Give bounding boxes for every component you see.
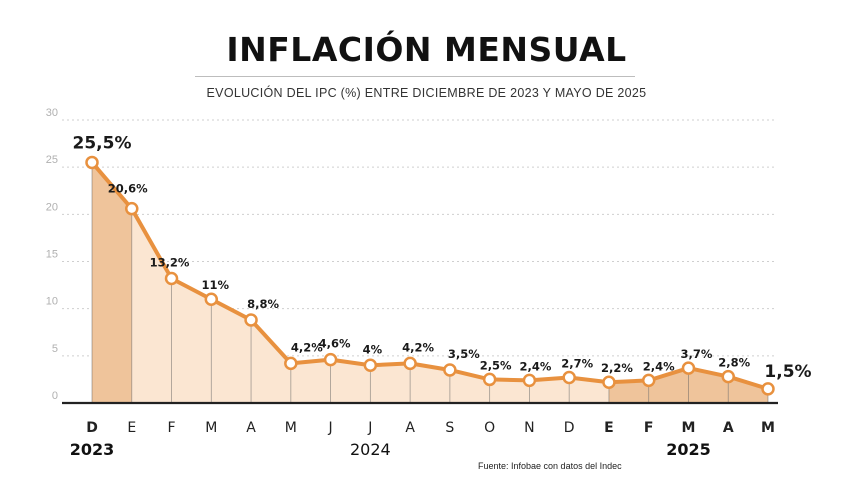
- data-label: 2,7%: [561, 357, 593, 371]
- area-segment: [410, 363, 450, 403]
- y-tick-label: 15: [46, 249, 58, 261]
- data-point: [85, 155, 99, 170]
- x-category-label: E: [127, 420, 136, 436]
- grid-lines: [62, 119, 775, 357]
- data-label: 4%: [363, 342, 383, 356]
- area-segment: [131, 208, 172, 403]
- series-line-layer: [90, 160, 770, 391]
- year-label: 2023: [70, 440, 115, 459]
- data-point: [204, 292, 219, 306]
- data-points: [85, 155, 775, 396]
- y-tick-label: 25: [46, 154, 58, 166]
- y-tick-label: 30: [46, 107, 58, 119]
- data-point: [244, 313, 258, 327]
- x-category-label: M: [205, 420, 217, 436]
- x-category-label: D: [564, 420, 575, 436]
- data-point: [363, 358, 378, 373]
- data-label: 3,5%: [448, 347, 480, 361]
- area-segment: [290, 359, 331, 403]
- data-label: 4,2%: [402, 340, 434, 354]
- data-point: [284, 356, 298, 371]
- data-label: 2,2%: [601, 361, 633, 375]
- x-category-label: F: [644, 420, 654, 436]
- year-labels: 2023 2024 2025: [70, 440, 711, 459]
- x-category-label: O: [484, 420, 495, 436]
- area-segment: [608, 380, 649, 403]
- data-point: [443, 363, 457, 377]
- source-note: Fuente: Infobae con datos del Indec: [478, 461, 622, 471]
- data-point: [681, 361, 696, 375]
- x-category-label: M: [285, 420, 297, 436]
- area-segment: [489, 379, 530, 403]
- area-segment: [648, 368, 689, 403]
- area-segment: [569, 377, 609, 403]
- x-category-label: J: [367, 420, 372, 436]
- data-point: [403, 356, 417, 371]
- data-point: [761, 382, 775, 396]
- data-point: [323, 352, 338, 367]
- x-category-label: A: [723, 420, 734, 436]
- y-tick-label: 5: [52, 343, 58, 355]
- area-segment: [529, 377, 570, 403]
- x-category-label: M: [682, 420, 696, 436]
- title-divider: [195, 76, 635, 77]
- area-segment: [370, 363, 411, 403]
- y-tick-label: 0: [52, 390, 58, 402]
- x-category-label: J: [328, 420, 333, 436]
- series-line: [90, 160, 770, 391]
- x-category-label: D: [86, 420, 98, 436]
- data-label: 11%: [202, 278, 230, 292]
- x-category-label: M: [761, 420, 775, 436]
- area-segment: [251, 319, 291, 403]
- data-label: 4,2%: [291, 340, 323, 354]
- data-label: 2,5%: [480, 358, 512, 372]
- x-category-label: N: [524, 420, 534, 436]
- data-point: [641, 373, 656, 388]
- data-label: 1,5%: [764, 362, 811, 382]
- data-label: 25,5%: [73, 133, 132, 153]
- data-label: 2,4%: [519, 359, 551, 373]
- year-label: 2024: [350, 440, 391, 459]
- data-label: 2,4%: [643, 359, 675, 373]
- area-segment: [330, 359, 371, 403]
- y-tick-labels: 0 5 10 15 20 25 30: [46, 107, 58, 402]
- data-labels: 25,5%20,6%13,2%11%8,8%4,2%4,6% 4% 4,2% 3,5%…: [73, 133, 812, 381]
- chart-title: INFLACIÓN MENSUAL: [226, 30, 627, 69]
- data-label: 20,6%: [108, 182, 148, 196]
- data-label: 2,8%: [718, 356, 750, 370]
- x-category-label: F: [167, 420, 175, 436]
- area-segment: [171, 278, 212, 403]
- area-segment: [728, 376, 768, 403]
- x-category-label: A: [405, 420, 415, 436]
- x-category-label: E: [604, 420, 614, 436]
- data-point: [125, 201, 139, 216]
- data-label: 13,2%: [150, 255, 190, 269]
- x-category-label: S: [445, 420, 454, 436]
- area-segment: [211, 299, 252, 403]
- data-point: [164, 271, 179, 286]
- area-segment: [688, 368, 729, 403]
- area-fill: [91, 162, 769, 403]
- y-tick-label: 10: [46, 296, 58, 308]
- data-point: [562, 370, 576, 385]
- data-label: 8,8%: [247, 297, 279, 311]
- year-label: 2025: [666, 440, 711, 459]
- data-point: [721, 369, 735, 384]
- data-label: 4,6%: [319, 337, 351, 351]
- y-tick-label: 20: [46, 201, 58, 213]
- x-category-label: A: [246, 420, 256, 436]
- data-label: 3,7%: [681, 347, 713, 361]
- data-point: [602, 375, 616, 389]
- chart-subtitle: EVOLUCIÓN DEL IPC (%) ENTRE DICIEMBRE DE…: [206, 86, 647, 100]
- data-point: [522, 373, 537, 388]
- area-segment: [92, 162, 132, 403]
- data-point: [482, 372, 497, 387]
